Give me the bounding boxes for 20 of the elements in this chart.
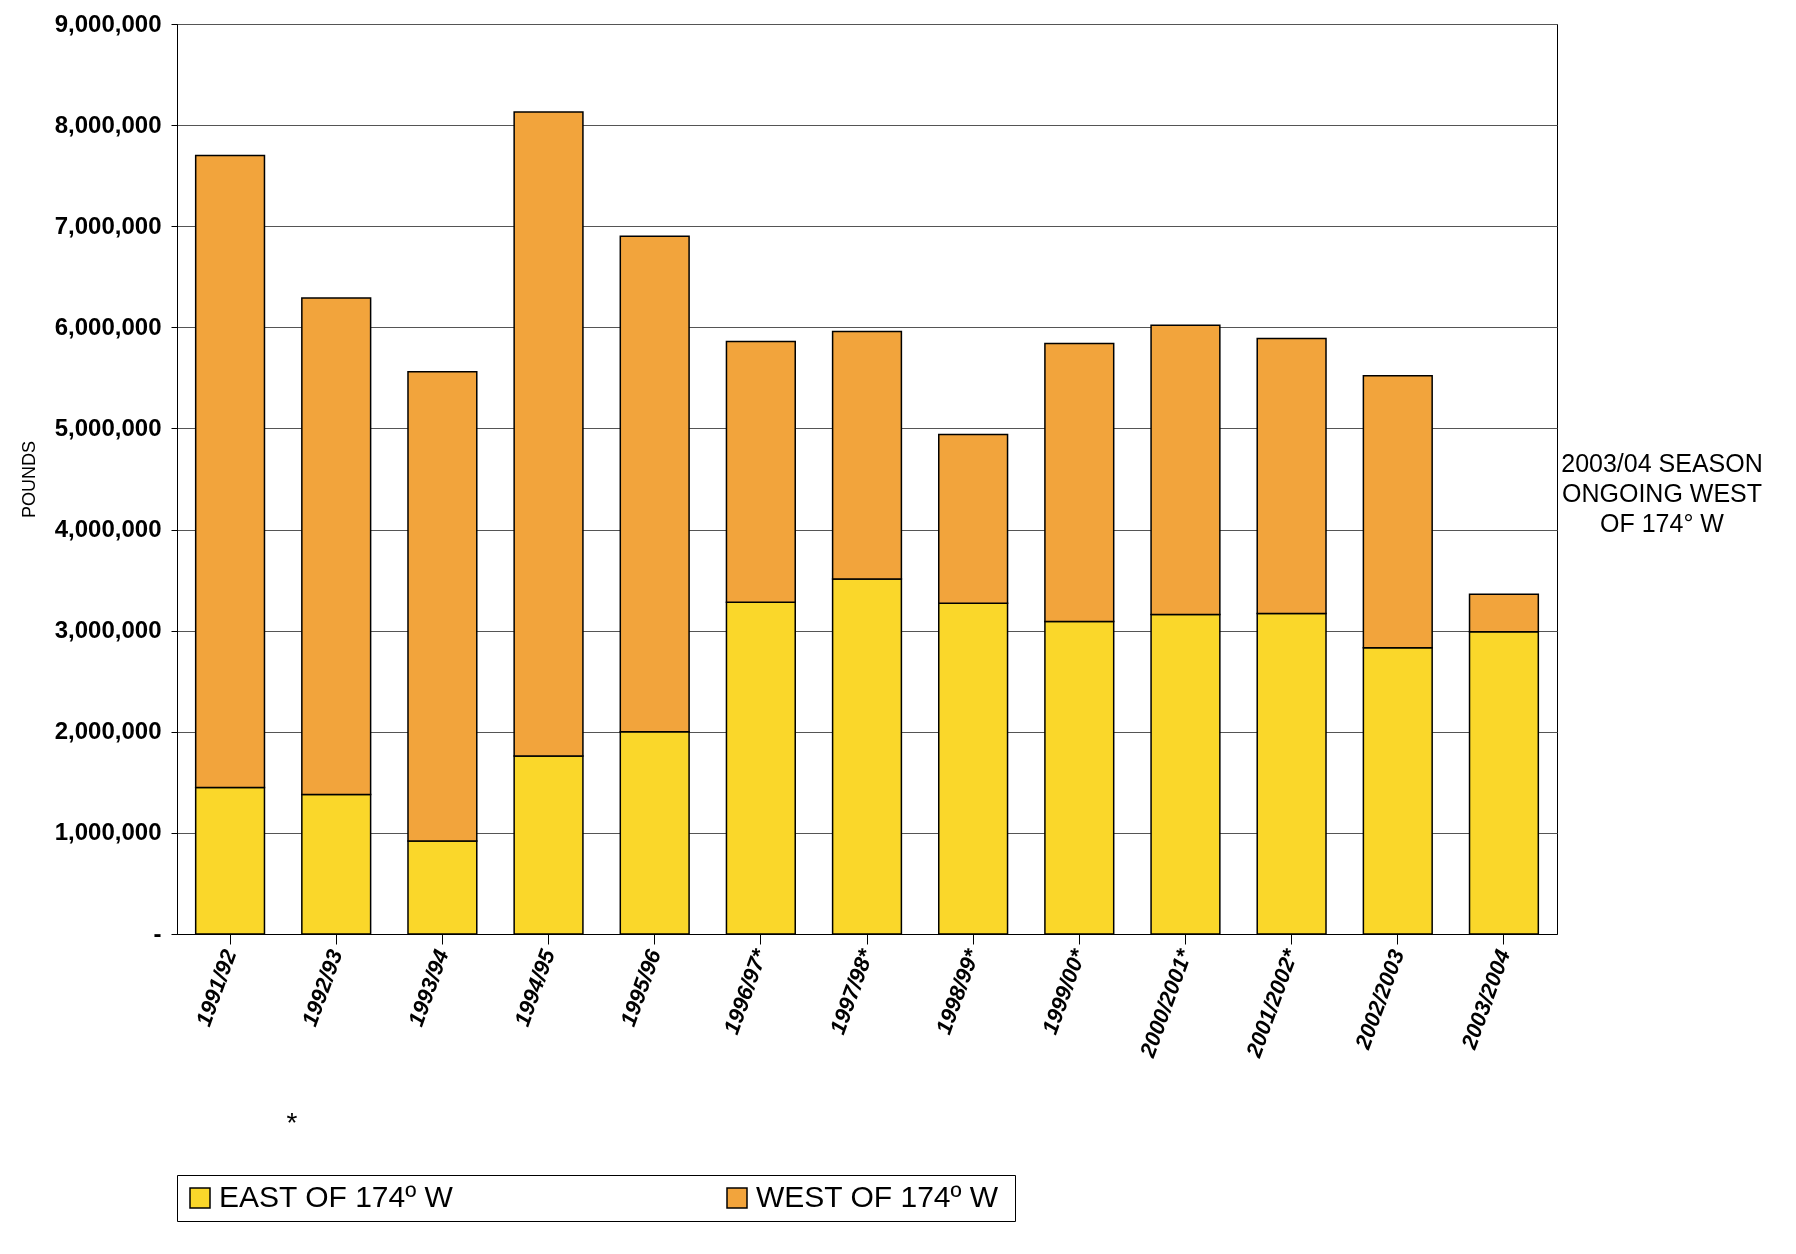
y-tick-label: 3,000,000 bbox=[54, 616, 162, 644]
x-tick-label: 1999/00* bbox=[1036, 944, 1092, 1038]
y-tick-label: - bbox=[153, 919, 162, 947]
y-tick-label: 7,000,000 bbox=[54, 211, 162, 239]
text: * bbox=[286, 1107, 298, 1138]
y-tick-label: 6,000,000 bbox=[54, 312, 162, 340]
y-tick-label: 9,000,000 bbox=[54, 9, 162, 37]
x-tick-label: 1992/93 bbox=[296, 946, 348, 1030]
x-tick-label: 1997/98* bbox=[824, 944, 879, 1038]
x-tick-label: 1998/99* bbox=[930, 944, 985, 1038]
y-tick-label: 2,000,000 bbox=[54, 717, 162, 745]
legend-label: EAST OF 174º W bbox=[219, 1180, 454, 1213]
y-tick-label: 8,000,000 bbox=[54, 110, 162, 138]
y-axis-title: POUNDS bbox=[18, 440, 39, 519]
text: 2003/04 SEASON ONGOING WEST OF 174° W bbox=[1561, 449, 1763, 537]
x-tick-label: 1996/97* bbox=[718, 944, 773, 1038]
y-tick-label: 1,000,000 bbox=[54, 818, 162, 846]
legend-label: WEST OF 174º W bbox=[756, 1180, 999, 1213]
y-tick-label: 4,000,000 bbox=[54, 515, 162, 543]
y-tick-label: 5,000,000 bbox=[54, 413, 162, 441]
